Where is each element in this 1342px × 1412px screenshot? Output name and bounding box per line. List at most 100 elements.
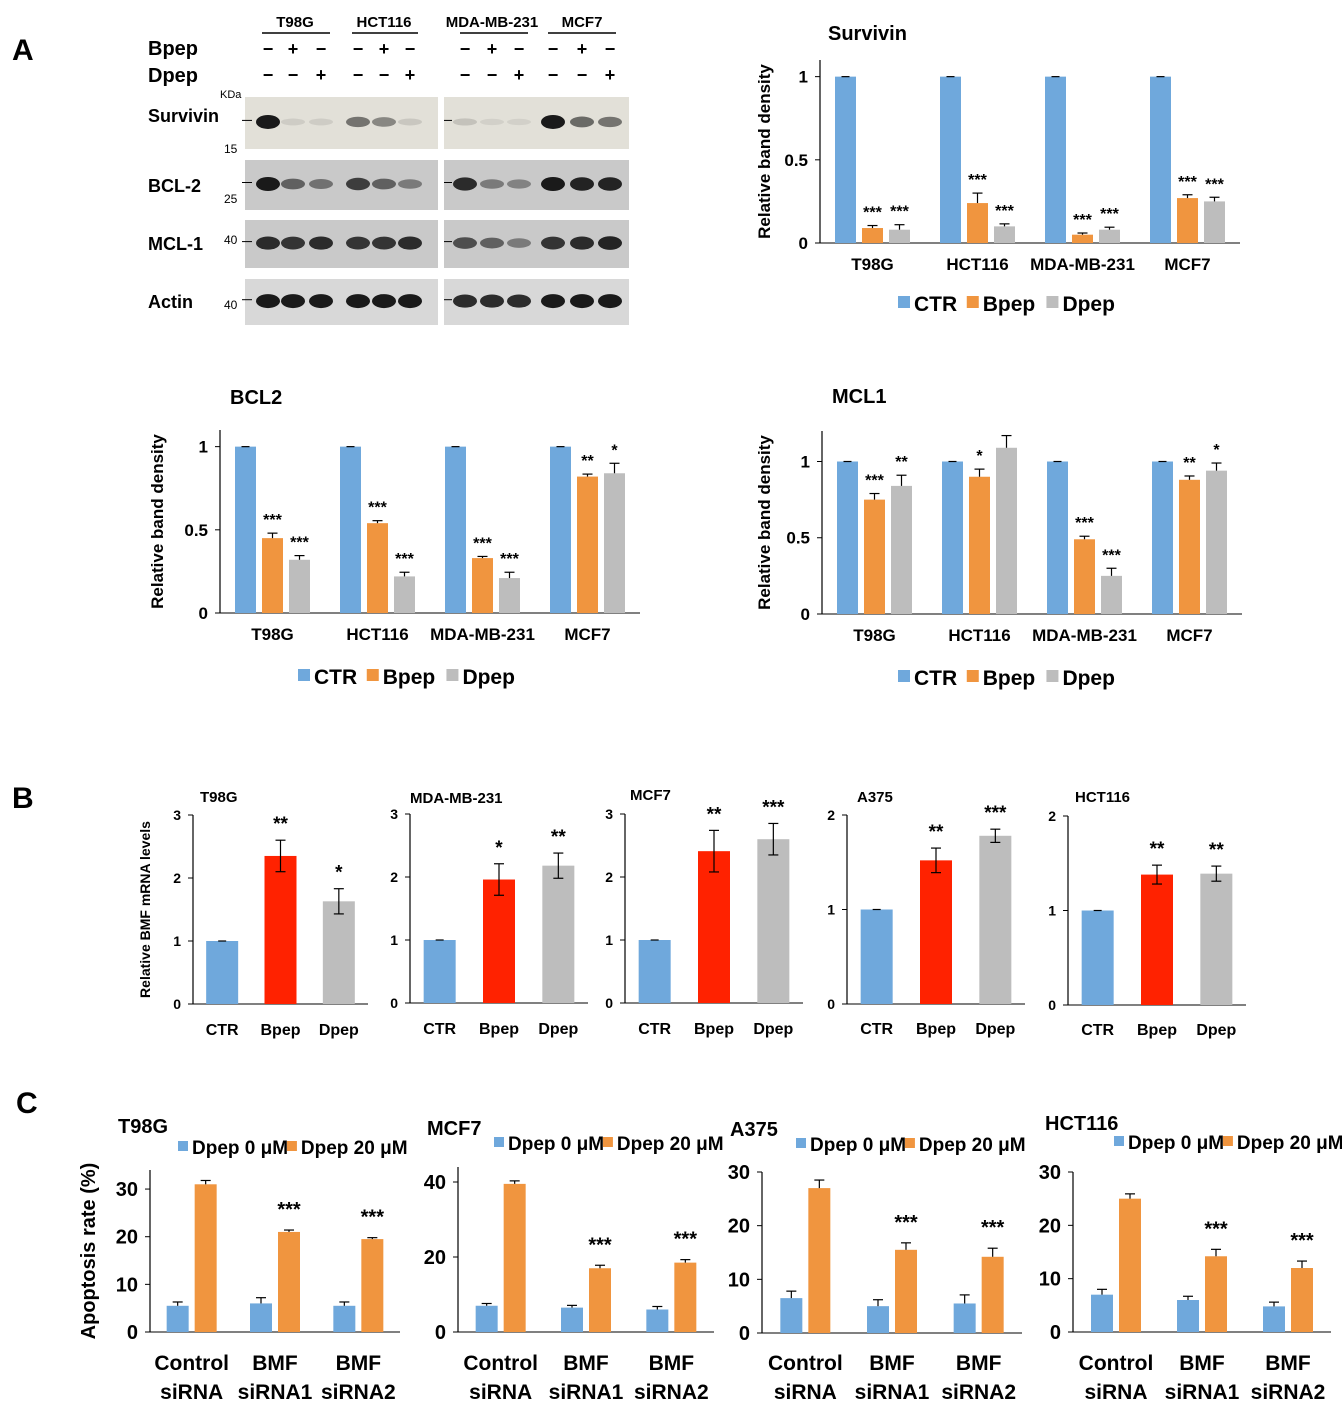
bar — [445, 446, 466, 613]
blot-band — [507, 118, 531, 126]
category-label: Bpep — [261, 1022, 301, 1039]
treatment-mark: − — [353, 39, 364, 59]
significance-stars: * — [976, 448, 983, 465]
blot-band — [256, 294, 280, 309]
y-tick-label: 30 — [728, 1162, 750, 1184]
category-label: CTR — [638, 1021, 671, 1038]
bar — [864, 499, 885, 614]
chart-bmf-hct116: HCT116 0 1 2 CTR ** Bpep ** Dpep — [1048, 789, 1246, 1039]
panel-label-b: B — [12, 782, 34, 815]
y-tick-label: 1 — [1048, 902, 1056, 918]
blot-band — [281, 236, 305, 250]
bar — [953, 1303, 976, 1333]
y-tick-label: 2 — [173, 870, 181, 886]
significance-stars: ** — [929, 822, 944, 843]
bar — [1200, 873, 1233, 1005]
y-tick-label: 1 — [173, 933, 181, 949]
y-tick-label: 1 — [827, 901, 835, 917]
significance-stars: *** — [968, 172, 987, 189]
bar — [1141, 874, 1173, 1005]
y-axis-label: Relative band density — [755, 64, 774, 239]
blot-band — [398, 236, 422, 250]
bar — [969, 476, 990, 614]
significance-stars: *** — [1205, 176, 1224, 193]
chart-bmf-mda-mb-231: MDA-MB-231 0 1 2 3 CTR * Bpep ** Dpep — [390, 790, 588, 1038]
y-axis-label: Relative band density — [148, 434, 167, 609]
bar — [604, 473, 625, 613]
bar — [940, 76, 961, 244]
bar — [646, 1309, 669, 1332]
y-axis-label: Apoptosis rate (%) — [78, 1163, 100, 1340]
legend-label: Dpep — [462, 666, 515, 689]
bar — [264, 855, 297, 1004]
legend-swatch — [494, 1137, 504, 1147]
y-tick-label: 1 — [801, 452, 810, 471]
y-tick-label: 1 — [605, 932, 613, 948]
significance-stars: *** — [1178, 174, 1197, 191]
category-label: BMF — [1265, 1352, 1311, 1375]
blot-band — [570, 116, 594, 128]
treatment-mark: − — [548, 39, 559, 59]
bar — [638, 940, 671, 1003]
marker-label: 40 — [224, 298, 238, 312]
chart-title: A375 — [730, 1119, 778, 1141]
protein-label-bcl2: BCL-2 — [148, 176, 201, 196]
legend-swatch — [178, 1141, 188, 1151]
significance-stars: *** — [395, 551, 414, 568]
bar — [1045, 76, 1066, 244]
bar — [1206, 470, 1227, 614]
bar — [550, 446, 571, 613]
y-tick-label: 0 — [739, 1323, 750, 1345]
bar — [206, 941, 239, 1004]
significance-stars: *** — [1100, 206, 1119, 223]
blot-band — [598, 294, 622, 309]
bar — [289, 559, 310, 613]
western-blot: T98G HCT116 MDA-MB-231 MCF7 Bpep Dpep − +… — [148, 14, 629, 325]
marker-label: 15 — [224, 142, 238, 156]
category-label: CTR — [1081, 1022, 1114, 1039]
blot-cell-line-label: MDA-MB-231 — [446, 14, 539, 31]
bar — [895, 1249, 917, 1333]
y-tick-label: 40 — [424, 1172, 446, 1194]
blot-band — [372, 236, 396, 250]
y-tick-label: 2 — [390, 869, 398, 885]
bar — [1081, 910, 1114, 1005]
significance-stars: ** — [1183, 455, 1196, 472]
category-label: Control — [154, 1352, 229, 1375]
category-label: siRNA1 — [1165, 1381, 1240, 1404]
blot-band — [346, 177, 370, 191]
category-label: CTR — [423, 1021, 456, 1038]
blot-band — [541, 236, 565, 250]
bar — [867, 1306, 889, 1333]
treatment-mark: + — [316, 65, 327, 85]
legend-label: Dpep 0 μM — [1128, 1133, 1224, 1154]
bar — [942, 461, 963, 614]
category-label: Dpep — [538, 1021, 578, 1038]
y-tick-label: 0 — [1048, 997, 1056, 1013]
y-tick-label: 20 — [728, 1216, 750, 1238]
treatment-mark: − — [605, 39, 616, 59]
significance-stars: *** — [500, 551, 519, 568]
y-tick-label: 10 — [728, 1269, 750, 1291]
chart-title: MDA-MB-231 — [410, 790, 503, 807]
category-label: Dpep — [1196, 1022, 1236, 1039]
significance-stars: ** — [1150, 839, 1165, 860]
bar — [757, 839, 790, 1003]
chart-title: Survivin — [828, 23, 907, 45]
category-label: Bpep — [1137, 1022, 1177, 1039]
blot-band — [598, 177, 622, 191]
significance-stars: *** — [1204, 1218, 1228, 1240]
significance-stars: * — [611, 442, 618, 459]
significance-stars: *** — [368, 500, 387, 517]
y-tick-label: 2 — [1048, 808, 1056, 824]
legend-swatch — [904, 1138, 915, 1148]
bar — [920, 860, 952, 1004]
y-tick-label: 1 — [199, 438, 208, 457]
significance-stars: *** — [981, 1217, 1005, 1239]
category-label: Control — [768, 1352, 843, 1375]
bar — [979, 835, 1012, 1004]
legend-swatch — [898, 296, 910, 308]
blot-band — [480, 179, 504, 189]
y-tick-label: 10 — [116, 1274, 138, 1296]
